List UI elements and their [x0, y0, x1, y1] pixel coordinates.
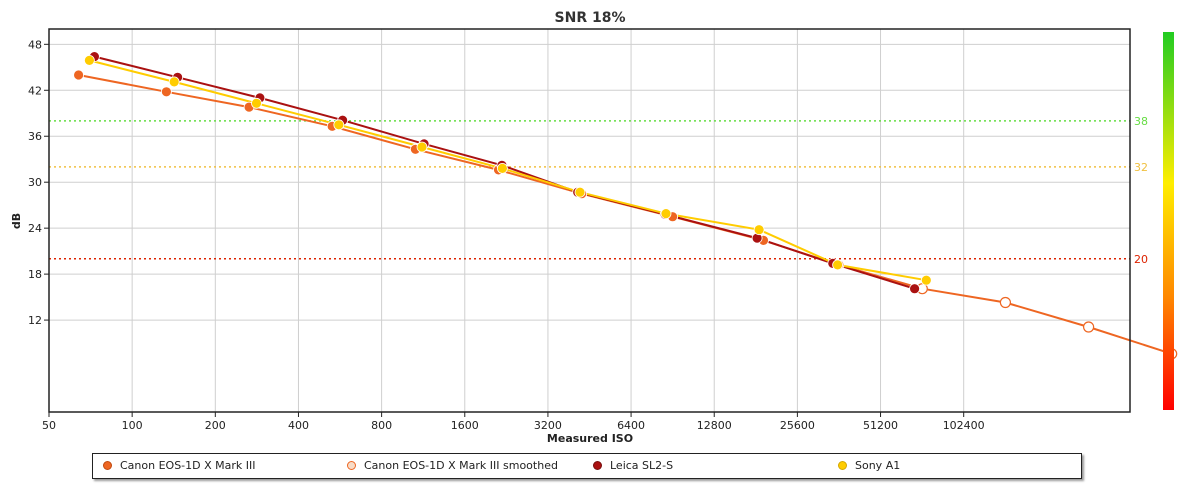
data-point[interactable] — [1082, 321, 1095, 333]
x-tick-label: 6400 — [617, 419, 645, 432]
y-tick-label: 48 — [28, 38, 42, 51]
series-line — [922, 287, 1173, 355]
y-tick-label: 24 — [28, 222, 42, 235]
data-point[interactable] — [73, 69, 84, 81]
legend-label-leica: Leica SL2-S — [610, 459, 674, 472]
color-scale-bar — [1163, 32, 1174, 410]
data-point[interactable] — [84, 55, 95, 66]
legend-item-canon-smoothed[interactable]: Canon EOS-1D X Mark III smoothed — [347, 459, 558, 472]
data-point[interactable] — [496, 162, 508, 174]
chart-title: SNR 18% — [555, 10, 626, 26]
legend-item-sony[interactable]: Sony A1 — [838, 459, 900, 472]
y-tick-label: 30 — [28, 176, 42, 189]
threshold-label: 20 — [1134, 253, 1148, 266]
data-point[interactable] — [920, 274, 932, 286]
axis-ticks: 50 100 200 400 800 1600 3200 6400 12800 25600 5120… — [28, 38, 985, 432]
x-tick-label: 25600 — [780, 419, 815, 432]
y-tick-label: 18 — [28, 268, 42, 281]
x-tick-label: 3200 — [534, 419, 562, 432]
legend-item-canon[interactable]: Canon EOS-1D X Mark III — [103, 459, 256, 472]
data-point[interactable] — [168, 76, 180, 88]
data-point[interactable] — [909, 283, 920, 295]
plot-area-frame — [48, 28, 1131, 413]
legend-swatch-leica — [593, 461, 602, 470]
data-point[interactable] — [251, 97, 262, 109]
data-point[interactable] — [832, 259, 843, 271]
legend-label-canon-smoothed: Canon EOS-1D X Mark III smoothed — [364, 459, 558, 472]
x-tick-label: 102400 — [943, 419, 985, 432]
threshold-lines: 38 32 20 — [49, 115, 1148, 266]
legend-item-leica[interactable]: Leica SL2-S — [593, 459, 673, 472]
x-tick-label: 200 — [205, 419, 226, 432]
legend-swatch-canon-smoothed — [347, 461, 356, 470]
data-series — [73, 51, 1178, 360]
threshold-label: 38 — [1134, 115, 1148, 128]
y-tick-label: 12 — [28, 314, 42, 327]
x-tick-label: 51200 — [863, 419, 898, 432]
grid-lines — [49, 29, 1130, 412]
x-axis-label: Measured ISO — [547, 432, 633, 445]
legend-swatch-canon — [103, 461, 112, 470]
y-axis-label: dB — [10, 213, 23, 229]
data-point[interactable] — [416, 141, 428, 153]
x-tick-label: 100 — [122, 419, 143, 432]
legend: Canon EOS-1D X Mark III Canon EOS-1D X M… — [92, 453, 1082, 479]
x-tick-label: 50 — [42, 419, 56, 432]
x-tick-label: 1600 — [451, 419, 479, 432]
data-point[interactable] — [574, 186, 586, 198]
legend-swatch-sony — [838, 461, 847, 470]
data-point[interactable] — [333, 119, 345, 131]
y-tick-label: 36 — [28, 130, 42, 143]
data-point[interactable] — [160, 86, 172, 98]
threshold-label: 32 — [1134, 161, 1148, 174]
data-point[interactable] — [660, 208, 672, 220]
x-tick-label: 800 — [371, 419, 392, 432]
data-point[interactable] — [753, 224, 765, 236]
x-tick-label: 12800 — [697, 419, 732, 432]
legend-label-sony: Sony A1 — [855, 459, 901, 472]
legend-label-canon: Canon EOS-1D X Mark III — [120, 459, 256, 472]
y-tick-label: 42 — [28, 84, 42, 97]
x-tick-label: 400 — [288, 419, 309, 432]
data-point[interactable] — [999, 296, 1012, 309]
